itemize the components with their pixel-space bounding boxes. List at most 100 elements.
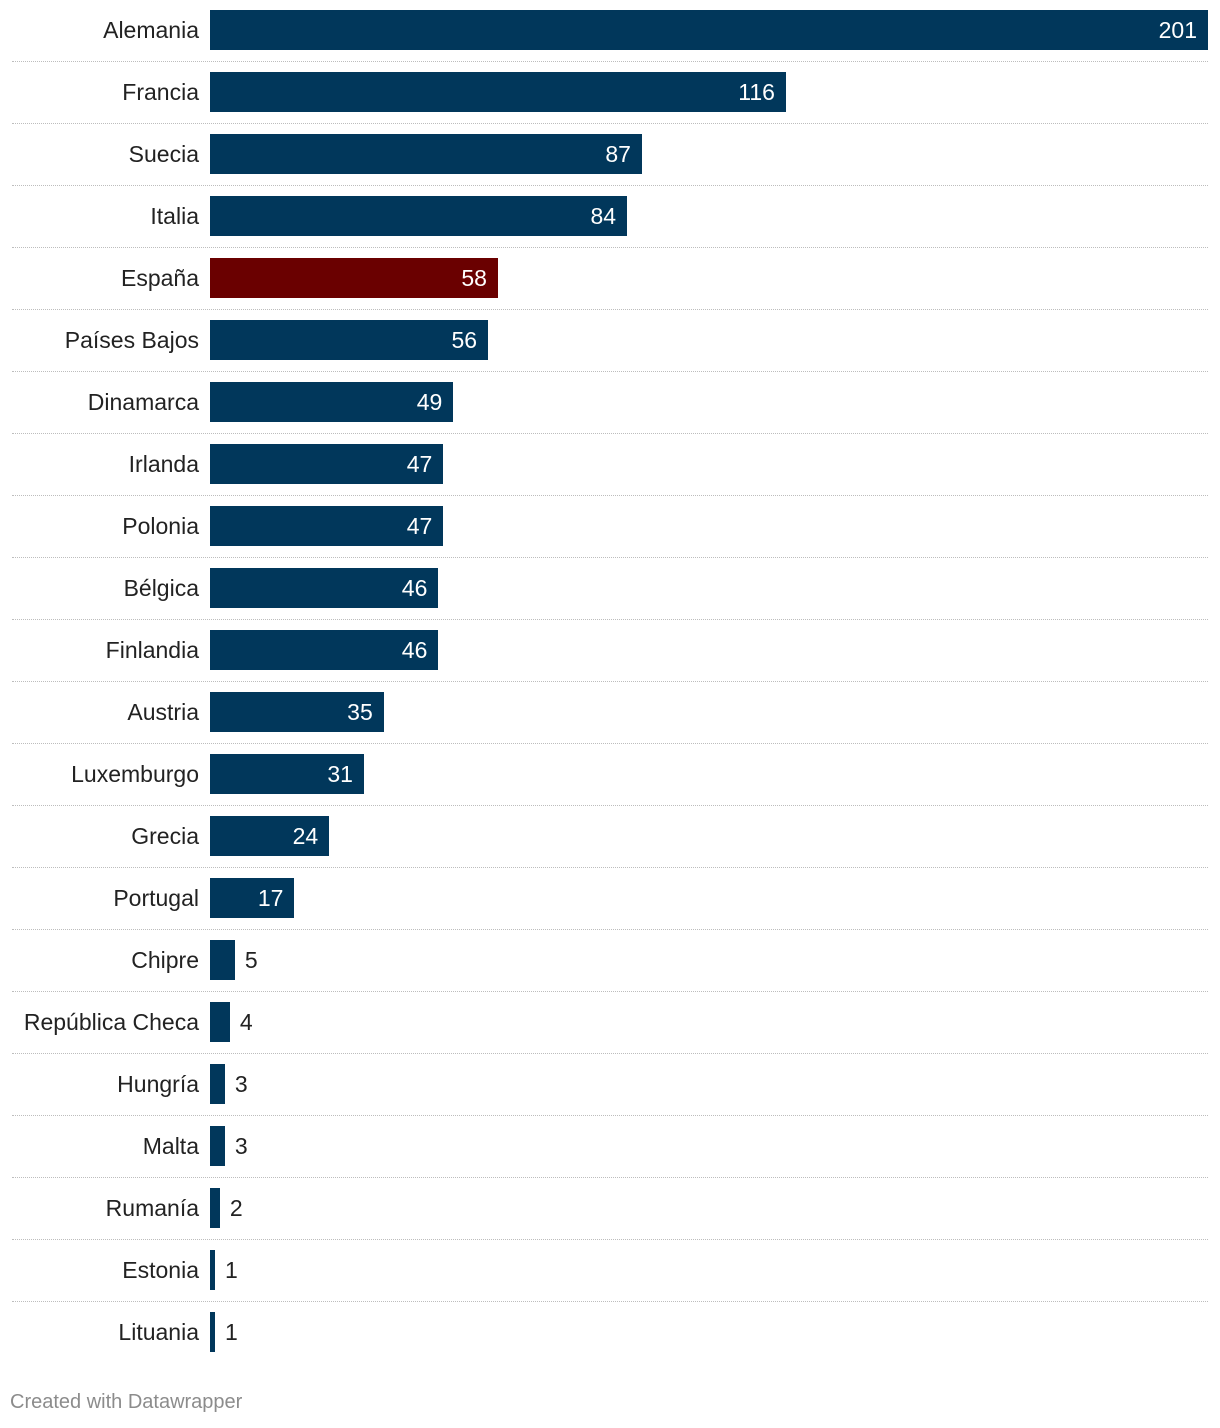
bar-row: Bélgica 46 <box>0 568 1220 630</box>
bar <box>210 72 786 112</box>
bar-row: Dinamarca 49 <box>0 382 1220 444</box>
row-divider <box>12 1301 1208 1302</box>
value-label: 1 <box>224 1319 238 1345</box>
bar-row: Italia 84 <box>0 196 1220 258</box>
bar-row: España 58 <box>0 258 1220 320</box>
bar-row: Polonia 47 <box>0 506 1220 568</box>
bar <box>210 1002 230 1042</box>
value-label: 4 <box>239 1009 253 1035</box>
bar <box>210 382 454 422</box>
bar-row: Irlanda 47 <box>0 444 1220 506</box>
value-label: 17 <box>257 885 284 911</box>
bar-row: Chipre 5 <box>0 940 1220 1002</box>
bar <box>210 940 235 980</box>
bar-row: Suecia 87 <box>0 134 1220 196</box>
value-label: 3 <box>234 1071 248 1097</box>
bar-row: Rumanía 2 <box>0 1188 1220 1250</box>
category-label: Finlandia <box>105 637 199 663</box>
value-label: 47 <box>406 513 433 539</box>
bar <box>210 1064 225 1104</box>
row-divider <box>12 1177 1208 1178</box>
bar <box>210 258 498 298</box>
row-divider <box>12 1115 1208 1116</box>
row-divider <box>12 805 1208 806</box>
row-divider <box>12 495 1208 496</box>
row-divider <box>12 185 1208 186</box>
bar-row: Estonia 1 <box>0 1250 1220 1312</box>
category-label: Irlanda <box>128 451 199 477</box>
bar-row: Lituania 1 <box>0 1312 1220 1374</box>
value-label: 201 <box>1158 17 1197 43</box>
category-label: Alemania <box>103 17 199 43</box>
value-label: 3 <box>234 1133 248 1159</box>
category-label: Hungría <box>117 1071 199 1097</box>
category-label: Chipre <box>131 947 199 973</box>
category-label: Rumanía <box>105 1195 199 1221</box>
row-divider <box>12 247 1208 248</box>
bar <box>210 630 439 670</box>
row-divider <box>12 743 1208 744</box>
bar <box>210 196 628 236</box>
category-label: Grecia <box>131 823 199 849</box>
category-label: España <box>120 265 199 291</box>
category-label: Países Bajos <box>64 327 199 353</box>
value-label: 84 <box>590 203 617 229</box>
category-label: Luxemburgo <box>71 761 199 787</box>
category-label: República Checa <box>23 1009 199 1035</box>
bar-row: Alemania 201 <box>0 10 1220 72</box>
bar-row: Finlandia 46 <box>0 630 1220 692</box>
bar-row: Luxemburgo 31 <box>0 754 1220 816</box>
category-label: Portugal <box>113 885 199 911</box>
row-divider <box>12 371 1208 372</box>
bar-row: Hungría 3 <box>0 1064 1220 1126</box>
bar-chart: Alemania 201 Francia 116 Suecia 87 Italia 84 Esp… <box>0 10 1220 1374</box>
bar <box>210 1312 215 1352</box>
bar <box>210 1250 215 1290</box>
category-label: Polonia <box>122 513 199 539</box>
row-divider <box>12 1239 1208 1240</box>
value-label: 46 <box>401 637 428 663</box>
category-label: Estonia <box>122 1257 199 1283</box>
row-divider <box>12 557 1208 558</box>
value-label: 87 <box>605 141 631 167</box>
row-divider <box>12 991 1208 992</box>
bar-row: Portugal 17 <box>0 878 1220 940</box>
category-label: Bélgica <box>123 575 199 601</box>
row-divider <box>12 619 1208 620</box>
footer-credit[interactable]: Created with Datawrapper <box>10 1391 243 1413</box>
bar <box>210 692 384 732</box>
row-divider <box>12 123 1208 124</box>
value-label: 46 <box>401 575 428 601</box>
bar-row: Grecia 24 <box>0 816 1220 878</box>
value-label: 2 <box>229 1195 243 1221</box>
category-label: Lituania <box>118 1319 199 1345</box>
bar <box>210 816 330 856</box>
bar <box>210 134 642 174</box>
value-label: 47 <box>406 451 433 477</box>
value-label: 58 <box>461 265 487 291</box>
category-label: Malta <box>142 1133 199 1159</box>
row-divider <box>12 681 1208 682</box>
value-label: 56 <box>451 327 478 353</box>
value-label: 24 <box>292 823 319 849</box>
bar-row: Países Bajos 56 <box>0 320 1220 382</box>
bar <box>210 1126 225 1166</box>
category-label: Italia <box>150 203 199 229</box>
row-divider <box>12 1053 1208 1054</box>
bar-row: Austria 35 <box>0 692 1220 754</box>
value-label: 49 <box>416 389 443 415</box>
row-divider <box>12 309 1208 310</box>
bar-row: República Checa 4 <box>0 1002 1220 1064</box>
bar <box>210 506 444 546</box>
bar <box>210 320 489 360</box>
bar <box>210 444 444 484</box>
bar <box>210 878 295 918</box>
row-divider <box>12 433 1208 434</box>
value-label: 5 <box>244 947 258 973</box>
row-divider <box>12 61 1208 62</box>
bar <box>210 568 439 608</box>
row-divider <box>12 929 1208 930</box>
category-label: Dinamarca <box>87 389 199 415</box>
value-label: 116 <box>738 79 775 105</box>
category-label: Austria <box>127 699 199 725</box>
